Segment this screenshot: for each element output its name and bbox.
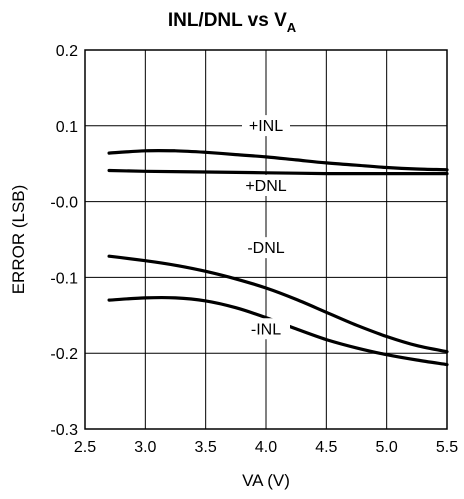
chart-title-main: INL/DNL vs V	[168, 10, 287, 31]
x-tick-label: 4.5	[315, 439, 337, 456]
annotation-label: -DNL	[247, 240, 284, 257]
y-tick-label: 0.1	[56, 119, 78, 136]
annotation-label: +DNL	[245, 178, 286, 195]
annotation-label: +INL	[249, 118, 283, 135]
x-tick-label: 4.0	[255, 439, 277, 456]
x-tick-labels: 2.5 3.0 3.5 4.0 4.5 5.0 5.5	[74, 439, 458, 456]
annotation-backdrop	[242, 318, 290, 340]
y-tick-label: 0.2	[56, 43, 78, 60]
y-tick-label: -0.3	[50, 422, 78, 439]
chart-title: INL/DNL vs VA	[168, 10, 297, 35]
y-tick-labels: 0.2 0.1 -0.0 -0.1 -0.2 -0.3	[50, 43, 78, 439]
y-tick-label: -0.2	[50, 346, 78, 363]
y-tick-label: -0.1	[50, 270, 78, 287]
x-axis-title: VA (V)	[242, 471, 290, 490]
annotation-backdrop	[242, 174, 290, 196]
series-line-1	[107, 168, 449, 176]
x-tick-label: 5.0	[376, 439, 398, 456]
x-tick-label: 2.5	[74, 439, 96, 456]
x-tick-label: 3.5	[195, 439, 217, 456]
annotation-label: -INL	[251, 321, 281, 338]
x-tick-label: 3.0	[134, 439, 156, 456]
plot-frame	[84, 49, 448, 430]
y-axis-title: ERROR (LSB)	[9, 185, 28, 295]
series-line-2	[107, 254, 449, 354]
y-tick-label: -0.0	[50, 195, 78, 212]
annotation-backdrop	[242, 115, 290, 137]
annotation-backdrop	[242, 237, 290, 259]
chart-title-subscript: A	[287, 20, 297, 35]
x-tick-label: 5.5	[436, 439, 458, 456]
series-line-0	[107, 148, 449, 172]
annotation-layer: +INL +DNL -DNL -INL	[242, 115, 290, 340]
